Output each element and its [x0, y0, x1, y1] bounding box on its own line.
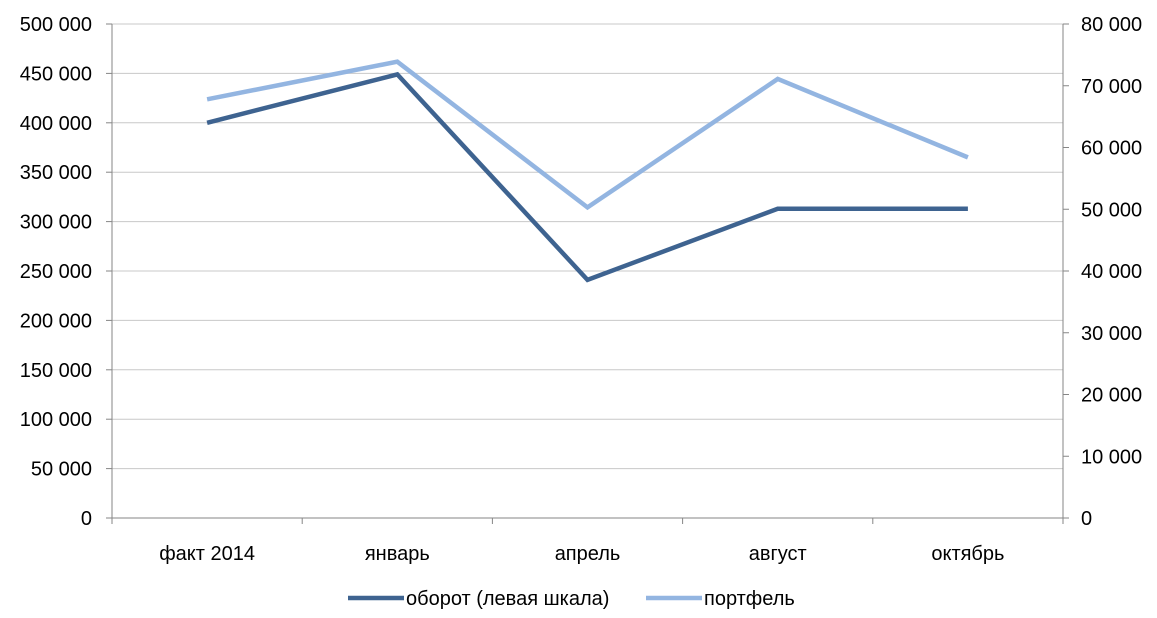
legend-label-2: портфель	[704, 588, 795, 610]
right-tick-label: 10 000	[1081, 446, 1142, 468]
x-tick-label: август	[749, 543, 807, 565]
left-tick-label: 100 000	[20, 409, 92, 431]
legend: оборот (левая шкала) портфель	[348, 588, 795, 610]
series-line-2	[206, 59, 969, 211]
x-tick-label: факт 2014	[159, 543, 255, 565]
x-axis-ticks: факт 2014 январь апрель август октябрь	[111, 518, 1064, 565]
left-tick-label: 400 000	[20, 113, 92, 135]
left-tick-label: 450 000	[20, 63, 92, 85]
x-tick-label: октябрь	[931, 543, 1004, 565]
left-tick-label: 0	[81, 508, 92, 530]
x-tick-label: апрель	[555, 543, 621, 565]
left-tick-label: 350 000	[20, 162, 92, 184]
legend-label-1: оборот (левая шкала)	[406, 588, 609, 610]
right-tick-label: 30 000	[1081, 323, 1142, 345]
right-tick-label: 50 000	[1081, 199, 1142, 221]
grid-lines	[112, 23, 1063, 470]
right-tick-label: 70 000	[1081, 76, 1142, 98]
right-tick-label: 20 000	[1081, 385, 1142, 407]
right-tick-label: 40 000	[1081, 261, 1142, 283]
right-axis-ticks: 0 10 000 20 000 30 000 40 000 50 000 60 000 70 …	[1063, 14, 1142, 530]
right-tick-label: 60 000	[1081, 138, 1142, 160]
series-lines	[206, 59, 969, 283]
left-axis-ticks: 0 50 000 100 000 150 000 200 000 250 000 300 0…	[20, 14, 112, 530]
right-tick-label: 80 000	[1081, 14, 1142, 36]
left-tick-label: 500 000	[20, 14, 92, 36]
series-line-1	[206, 71, 968, 283]
right-tick-label: 0	[1081, 508, 1092, 530]
x-tick-label: январь	[365, 543, 430, 565]
left-tick-label: 250 000	[20, 261, 92, 283]
left-tick-label: 200 000	[20, 310, 92, 332]
left-tick-label: 150 000	[20, 360, 92, 382]
left-tick-label: 50 000	[31, 459, 92, 481]
left-tick-label: 300 000	[20, 212, 92, 234]
